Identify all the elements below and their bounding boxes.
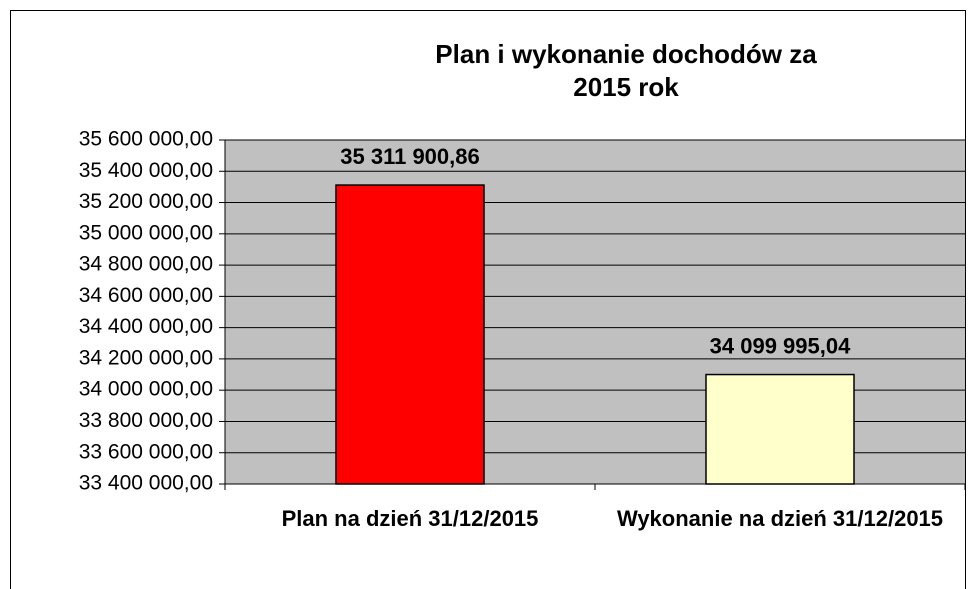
y-tick-label: 33 400 000,00	[79, 472, 213, 495]
y-tick-label: 34 600 000,00	[79, 284, 213, 307]
x-tick-label: Wykonanie na dzień 31/12/2015	[616, 506, 944, 531]
y-tick-label: 33 800 000,00	[79, 409, 213, 432]
y-tick-label: 34 000 000,00	[79, 378, 213, 401]
chart-title: Plan i wykonanie dochodów za 2015 rok	[435, 39, 817, 102]
value-label: 35 311 900,86	[340, 144, 479, 169]
x-tick-label: Plan na dzień 31/12/2015	[281, 506, 539, 531]
y-tick-label: 35 000 000,00	[79, 221, 213, 244]
y-tick-label: 34 800 000,00	[79, 253, 213, 276]
y-tick-label: 33 600 000,00	[79, 440, 213, 463]
y-tick-label: 35 600 000,00	[79, 128, 213, 151]
y-tick-label: 35 400 000,00	[79, 159, 213, 182]
bar	[335, 184, 485, 485]
value-label: 34 099 995,04	[710, 333, 851, 358]
y-tick-label: 35 200 000,00	[79, 190, 213, 213]
bar	[705, 373, 855, 485]
y-tick-label: 34 400 000,00	[79, 315, 213, 338]
y-tick-label: 34 200 000,00	[79, 346, 213, 369]
